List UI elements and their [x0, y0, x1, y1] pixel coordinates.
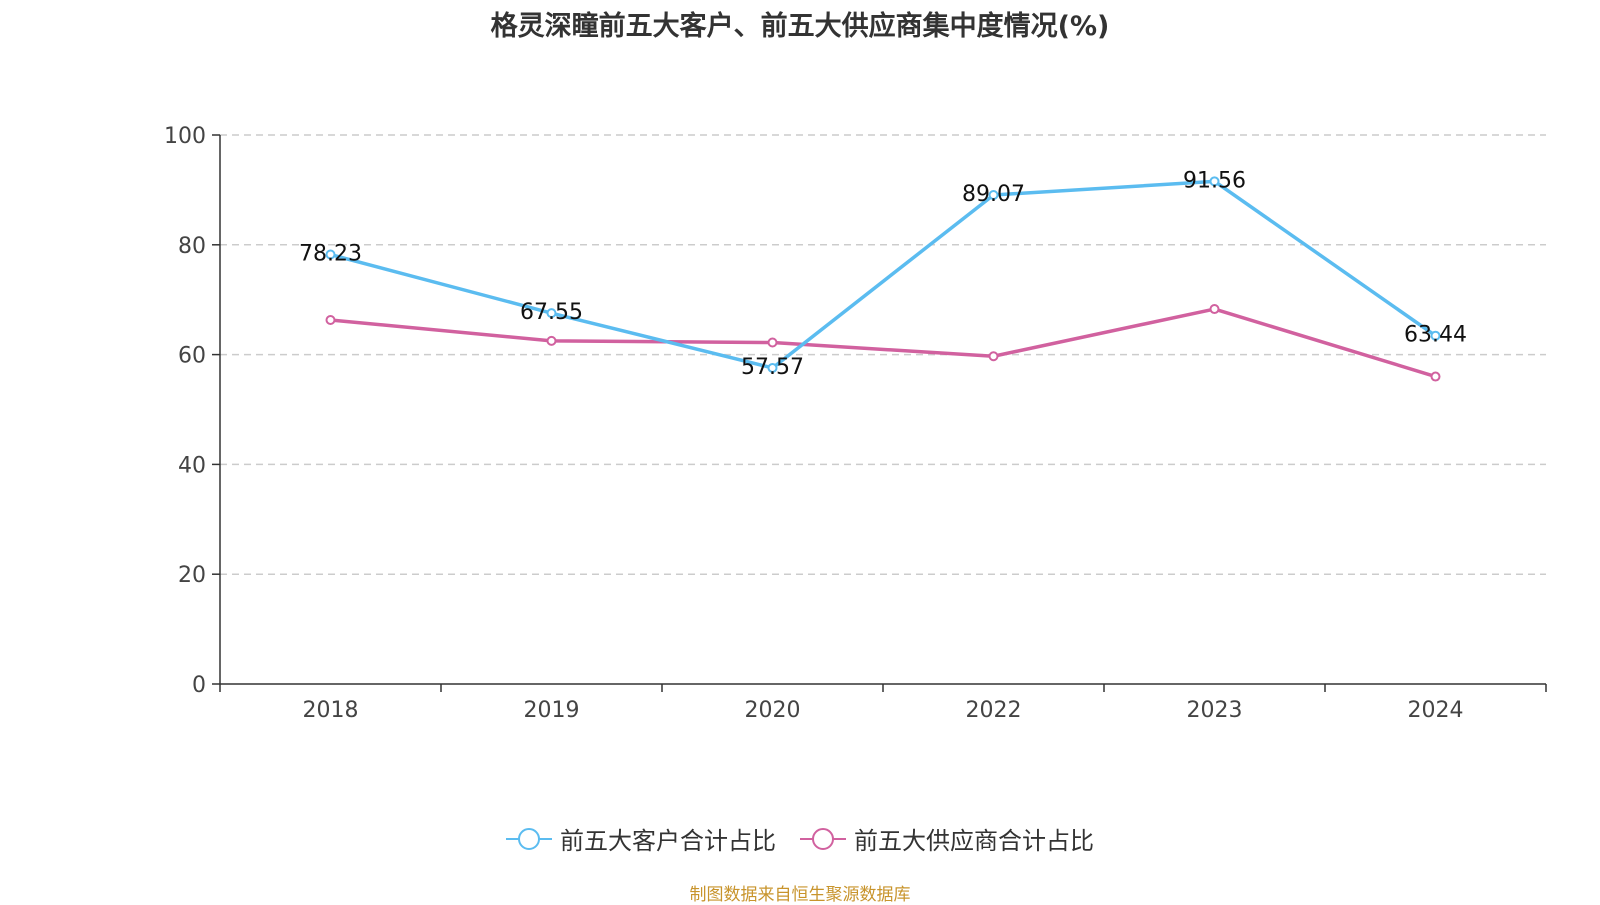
data-point [1430, 330, 1441, 341]
data-point [1209, 304, 1220, 315]
legend-item-suppliers[interactable]: 前五大供应商合计占比 [800, 821, 1094, 856]
data-point [546, 335, 557, 346]
x-tick-label: 2019 [524, 698, 580, 723]
series-line [330, 307, 1437, 379]
line-chart: 0 20 40 60 80 100 2018 2019 2020 2022 2023 2024 78.2… [164, 124, 1547, 723]
y-tick-label: 40 [178, 453, 206, 478]
y-tick-label: 80 [178, 234, 206, 259]
data-point [1209, 176, 1220, 187]
y-tick-label: 60 [178, 344, 206, 369]
x-tick-label: 2018 [303, 698, 359, 723]
data-point [325, 315, 336, 326]
chart-title: 格灵深瞳前五大客户、前五大供应商集中度情况(%) [490, 11, 1110, 42]
legend-label-suppliers: 前五大供应商合计占比 [854, 827, 1094, 855]
data-source-note: 制图数据来自恒生聚源数据库 [689, 885, 911, 905]
data-point [767, 362, 778, 373]
y-tick-label: 20 [178, 563, 206, 588]
data-label: 63.44 [1404, 323, 1467, 348]
series-line [330, 179, 1437, 370]
x-tick-label: 2020 [745, 698, 801, 723]
legend-label-customers: 前五大客户合计占比 [560, 827, 776, 855]
data-point [988, 351, 999, 362]
data-point [546, 308, 557, 319]
data-label: 91.56 [1183, 168, 1246, 193]
data-point [767, 337, 778, 348]
data-label: 89.07 [962, 182, 1025, 207]
data-point [325, 249, 336, 260]
legend: 前五大客户合计占比 前五大供应商合计占比 [0, 821, 1600, 856]
legend-swatch-suppliers [800, 827, 846, 850]
x-tick-label: 2023 [1187, 698, 1243, 723]
data-label: 78.23 [299, 242, 362, 267]
x-tick-label: 2022 [966, 698, 1022, 723]
legend-item-customers[interactable]: 前五大客户合计占比 [506, 821, 776, 856]
y-tick-label: 0 [192, 673, 206, 698]
legend-swatch-customers [506, 827, 552, 850]
data-point [988, 190, 999, 201]
y-tick-label: 100 [164, 124, 206, 149]
data-point [1430, 371, 1441, 382]
x-tick-label: 2024 [1408, 698, 1464, 723]
data-label: 67.55 [520, 300, 583, 325]
data-label: 57.57 [741, 355, 804, 380]
